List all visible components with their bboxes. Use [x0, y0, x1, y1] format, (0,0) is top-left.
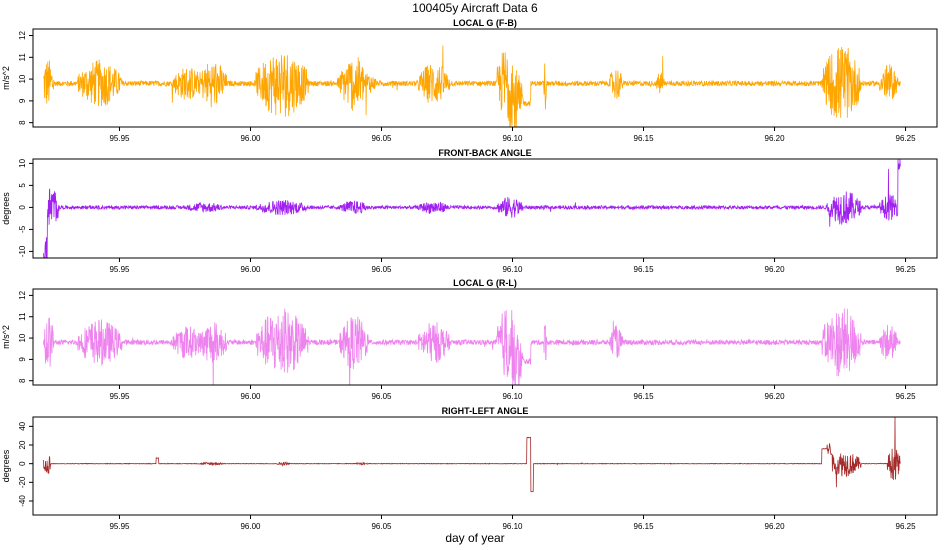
y-tick-label: -10 — [18, 245, 27, 257]
x-tick-label: 96.20 — [765, 522, 786, 531]
x-tick-label: 96.00 — [240, 392, 261, 401]
x-axis-label: day of year — [445, 531, 505, 545]
y-axis-label: m/s^2 — [1, 325, 11, 349]
x-tick-label: 96.25 — [896, 134, 917, 143]
x-tick-label: 96.10 — [502, 392, 523, 401]
x-tick-label: 96.15 — [634, 522, 655, 531]
x-tick-label: 96.25 — [896, 265, 917, 274]
panel-1: LOCAL G (F-B) m/s^2 8 9 10 11 12 95.95 96.00 96.0… — [1, 18, 938, 143]
x-tick-label: 96.15 — [634, 392, 655, 401]
x-tick-label: 95.95 — [109, 392, 130, 401]
panel-title: RIGHT-LEFT ANGLE — [442, 406, 529, 416]
plot-frame — [32, 158, 938, 259]
x-tick-label: 96.10 — [502, 265, 523, 274]
x-tick-label: 96.05 — [371, 522, 392, 531]
y-tick-label: 20 — [18, 440, 27, 449]
y-tick-label: 12 — [18, 31, 27, 40]
panel-2: FRONT-BACK ANGLE degrees -10 -5 0 5 10 95.95 96.… — [1, 148, 938, 274]
panel-3: LOCAL G (R-L) m/s^2 8 9 10 11 12 95.95 96.00 96.0… — [1, 278, 938, 401]
y-tick-label: 10 — [18, 158, 27, 167]
plot-frame — [32, 28, 938, 128]
plot-frame — [32, 288, 938, 386]
y-tick-label: 5 — [18, 183, 27, 188]
x-tick-label: 96.05 — [371, 392, 392, 401]
x-tick-label: 96.00 — [240, 265, 261, 274]
x-tick-label: 96.00 — [240, 522, 261, 531]
series-line — [43, 45, 901, 127]
y-tick-label: 11 — [18, 312, 27, 321]
y-tick-label: 0 — [18, 461, 27, 466]
x-tick-label: 96.20 — [765, 392, 786, 401]
y-tick-label: 11 — [18, 53, 27, 62]
x-tick-label: 95.95 — [109, 522, 130, 531]
x-tick-label: 96.15 — [634, 134, 655, 143]
y-tick-label: 9 — [18, 98, 27, 103]
y-tick-label: 8 — [18, 120, 27, 125]
y-axis-label: m/s^2 — [1, 66, 11, 90]
y-tick-label: -5 — [18, 225, 27, 233]
x-tick-label: 95.95 — [109, 265, 130, 274]
y-tick-label: 12 — [18, 290, 27, 299]
x-tick-label: 96.20 — [765, 265, 786, 274]
plot-frame — [32, 416, 938, 516]
y-tick-label: 10 — [18, 74, 27, 83]
x-tick-label: 96.05 — [371, 134, 392, 143]
series-line — [43, 159, 901, 258]
y-tick-label: 8 — [18, 378, 27, 383]
panel-4: RIGHT-LEFT ANGLE degrees -40 -20 0 20 40 95.95 9… — [1, 406, 938, 531]
y-tick-label: 9 — [18, 357, 27, 362]
x-tick-label: 96.25 — [896, 392, 917, 401]
series-line — [43, 417, 901, 493]
panel-title: LOCAL G (F-B) — [453, 18, 517, 28]
x-tick-label: 95.95 — [109, 134, 130, 143]
y-tick-label: 10 — [18, 333, 27, 342]
x-tick-label: 96.20 — [765, 134, 786, 143]
x-tick-label: 96.10 — [502, 522, 523, 531]
x-tick-label: 96.15 — [634, 265, 655, 274]
panel-title: LOCAL G (R-L) — [453, 278, 517, 288]
y-axis-label: degrees — [1, 449, 11, 482]
y-axis-label: degrees — [1, 192, 11, 225]
x-tick-label: 96.25 — [896, 522, 917, 531]
page-title: 100405y Aircraft Data 6 — [412, 1, 538, 15]
y-tick-label: -20 — [18, 476, 27, 488]
series-line — [43, 308, 901, 385]
y-tick-label: 0 — [18, 205, 27, 210]
y-tick-label: -40 — [18, 495, 27, 507]
x-tick-label: 96.10 — [502, 134, 523, 143]
x-tick-label: 96.00 — [240, 134, 261, 143]
panel-title: FRONT-BACK ANGLE — [438, 148, 531, 158]
y-tick-label: 40 — [18, 421, 27, 430]
x-tick-label: 96.05 — [371, 265, 392, 274]
